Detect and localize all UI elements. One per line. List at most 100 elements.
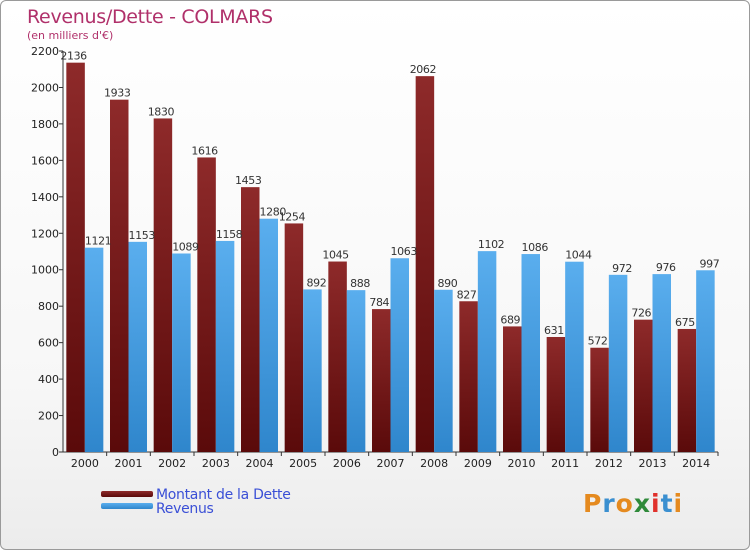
data-label: 1121 — [85, 235, 111, 248]
x-tick-label: 2000 — [71, 457, 99, 470]
bar-dette — [372, 309, 391, 452]
bar-revenus — [521, 254, 540, 452]
bar-revenus — [565, 261, 584, 452]
logo-letter: x — [633, 489, 651, 518]
x-tick-label: 2004 — [246, 457, 274, 470]
x-tick-label: 2001 — [115, 457, 143, 470]
data-label: 1158 — [216, 228, 243, 241]
data-label: 1254 — [279, 210, 306, 223]
y-tick-label: 1200 — [31, 227, 59, 240]
bar-revenus — [390, 258, 409, 452]
data-label: 1933 — [104, 87, 131, 100]
data-label: 1102 — [478, 238, 504, 251]
bar-dette — [197, 157, 216, 452]
chart-title: Revenus/Dette - COLMARS — [27, 6, 273, 28]
data-label: 997 — [700, 257, 720, 270]
y-tick-label: 800 — [38, 300, 59, 313]
x-tick-label: 2007 — [377, 457, 405, 470]
bar-dette — [590, 347, 609, 452]
bar-dette — [241, 187, 260, 453]
y-tick-label: 400 — [38, 373, 59, 386]
bar-dette — [110, 99, 129, 453]
x-tick-label: 2008 — [420, 457, 448, 470]
bar-dette — [503, 326, 522, 452]
bars — [66, 62, 715, 453]
data-label: 1616 — [191, 144, 218, 157]
logo-letter: t — [660, 489, 674, 518]
proxiti-logo: Proxiti — [583, 489, 683, 518]
bar-revenus — [652, 274, 671, 452]
x-tick-label: 2002 — [158, 457, 186, 470]
x-tick-label: 2013 — [639, 457, 667, 470]
y-tick-label: 1000 — [31, 264, 59, 277]
chart-subtitle: (en milliers d'€) — [27, 29, 114, 42]
y-axis: 0 200 400 600 800 1000 1200 1400 1600 1800 2000 220… — [31, 45, 64, 459]
bar-revenus — [346, 290, 366, 452]
data-label: 675 — [675, 316, 695, 329]
x-tick-label: 2014 — [682, 457, 710, 470]
logo-letter: i — [673, 489, 684, 518]
legend-swatch-debt — [101, 491, 153, 497]
bar-revenus — [215, 240, 235, 452]
x-tick-label: 2011 — [551, 457, 579, 470]
bar-revenus — [303, 289, 322, 452]
data-label: 972 — [612, 262, 632, 275]
data-label: 890 — [438, 277, 458, 290]
bar-dette — [284, 223, 304, 452]
bar-revenus — [477, 251, 497, 452]
y-tick-label: 600 — [38, 337, 59, 350]
bar-dette — [415, 76, 435, 453]
x-tick-label: 2012 — [595, 457, 623, 470]
bar-revenus — [696, 270, 715, 452]
data-label: 1153 — [129, 229, 156, 242]
bar-revenus — [434, 289, 453, 452]
y-tick-label: 2200 — [31, 45, 59, 58]
data-label: 784 — [369, 296, 389, 309]
data-labels: 2136 1121 1933 1153 1830 1089 1616 1158 1453 1280… — [60, 50, 720, 348]
data-label: 1063 — [391, 245, 418, 258]
bar-dette — [634, 319, 653, 452]
x-tick-label: 2010 — [508, 457, 536, 470]
logo-letter: P — [583, 489, 603, 518]
legend-label-debt: Montant de la Dette — [156, 487, 291, 503]
y-tick-label: 1800 — [31, 118, 59, 131]
x-tick-label: 2005 — [289, 457, 317, 470]
legend-swatch-revenus — [101, 503, 153, 509]
data-label: 1086 — [522, 241, 549, 254]
data-label: 1280 — [260, 206, 287, 219]
bar-revenus — [172, 253, 191, 452]
data-label: 726 — [631, 307, 651, 320]
data-label: 572 — [588, 335, 608, 348]
logo-letter: r — [602, 489, 616, 518]
data-label: 892 — [307, 276, 327, 289]
data-label: 2136 — [60, 50, 87, 63]
y-tick-label: 2000 — [31, 81, 59, 94]
data-label: 976 — [656, 261, 676, 274]
legend-label-revenus: Revenus — [156, 501, 214, 517]
data-label: 631 — [544, 324, 564, 337]
bar-revenus — [259, 218, 278, 452]
data-label: 689 — [500, 313, 520, 326]
data-label: 1044 — [565, 249, 592, 262]
data-label: 1453 — [235, 174, 262, 187]
data-label: 827 — [457, 288, 477, 301]
x-tick-label: 2006 — [333, 457, 361, 470]
bar-dette — [677, 328, 697, 452]
bar-revenus — [608, 274, 628, 452]
data-label: 1089 — [172, 241, 199, 254]
data-label: 1830 — [148, 105, 175, 118]
y-tick-label: 0 — [52, 446, 59, 459]
bar-dette — [153, 118, 173, 452]
y-tick-label: 1400 — [31, 191, 59, 204]
data-label: 2062 — [410, 63, 436, 76]
x-tick-label: 2009 — [464, 457, 492, 470]
x-tick-label: 2003 — [202, 457, 230, 470]
bar-dette — [459, 301, 478, 452]
y-tick-label: 1600 — [31, 154, 59, 167]
data-label: 888 — [350, 277, 370, 290]
logo-letter: o — [615, 489, 634, 518]
bar-revenus — [128, 241, 147, 452]
bar-dette — [66, 62, 85, 452]
